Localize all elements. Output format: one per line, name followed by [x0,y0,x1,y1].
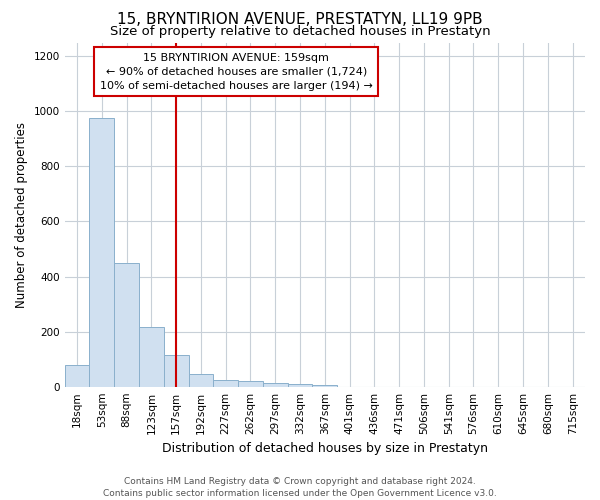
Bar [214,380,238,386]
Bar [89,118,114,386]
Bar [188,374,214,386]
Bar [114,263,139,386]
Bar [287,384,313,386]
Text: Size of property relative to detached houses in Prestatyn: Size of property relative to detached ho… [110,25,490,38]
Bar [164,355,188,386]
Text: Contains HM Land Registry data © Crown copyright and database right 2024.
Contai: Contains HM Land Registry data © Crown c… [103,476,497,498]
Bar [139,328,164,386]
Text: 15, BRYNTIRION AVENUE, PRESTATYN, LL19 9PB: 15, BRYNTIRION AVENUE, PRESTATYN, LL19 9… [117,12,483,28]
Bar [65,364,89,386]
Bar [238,381,263,386]
X-axis label: Distribution of detached houses by size in Prestatyn: Distribution of detached houses by size … [162,442,488,455]
Bar [263,382,287,386]
Y-axis label: Number of detached properties: Number of detached properties [15,122,28,308]
Text: 15 BRYNTIRION AVENUE: 159sqm
← 90% of detached houses are smaller (1,724)
10% of: 15 BRYNTIRION AVENUE: 159sqm ← 90% of de… [100,53,373,91]
